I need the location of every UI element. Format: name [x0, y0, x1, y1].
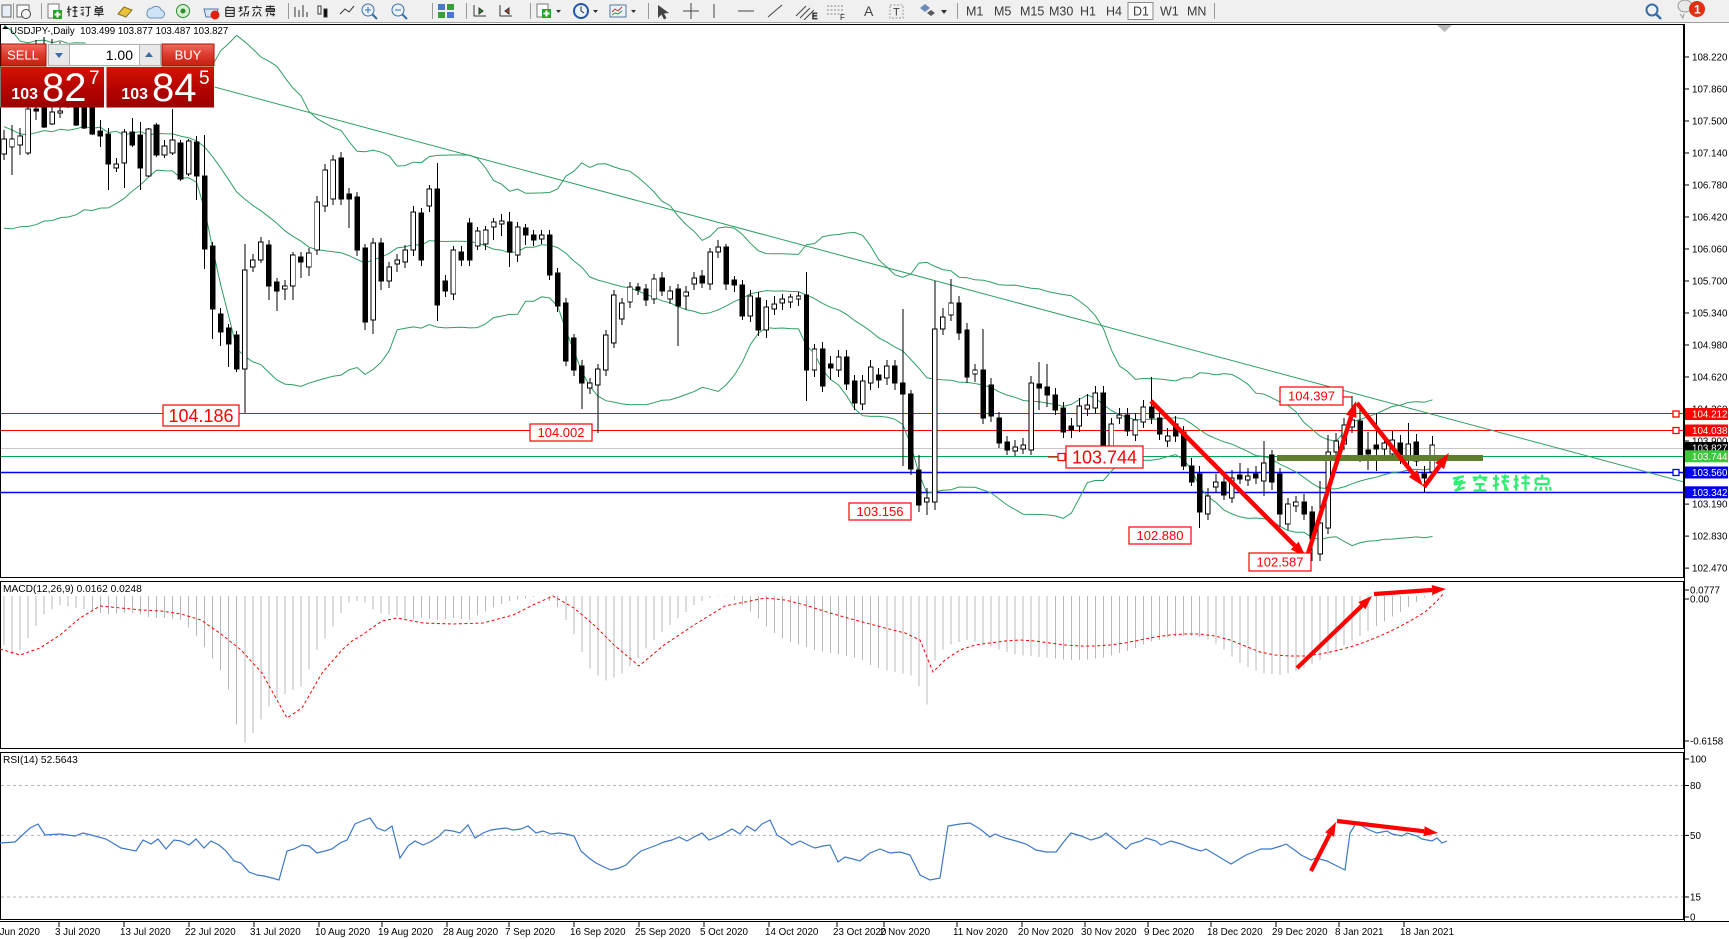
svg-text:M15: M15 — [1020, 5, 1044, 19]
svg-text:T: T — [893, 7, 900, 19]
svg-text:2 Nov 2020: 2 Nov 2020 — [880, 927, 931, 938]
svg-text:106.420: 106.420 — [1692, 213, 1728, 224]
svg-text:MN: MN — [1187, 5, 1206, 19]
svg-text:103: 103 — [11, 86, 38, 103]
svg-text:103.190: 103.190 — [1692, 500, 1728, 511]
svg-text:104.620: 104.620 — [1692, 373, 1728, 384]
svg-text:103.827: 103.827 — [1692, 444, 1727, 455]
svg-text:M5: M5 — [994, 5, 1011, 19]
svg-text:0.0777: 0.0777 — [1690, 586, 1720, 597]
svg-text:102.830: 102.830 — [1692, 532, 1728, 543]
svg-text:E: E — [812, 12, 817, 21]
svg-text:50: 50 — [1690, 831, 1701, 842]
svg-text:7 Sep 2020: 7 Sep 2020 — [505, 927, 556, 938]
svg-text:104.212: 104.212 — [1692, 410, 1727, 421]
svg-text:30 Nov 2020: 30 Nov 2020 — [1081, 927, 1137, 938]
svg-text:11 Nov 2020: 11 Nov 2020 — [953, 927, 1008, 938]
svg-text:D1: D1 — [1133, 5, 1149, 19]
svg-text:29 Dec 2020: 29 Dec 2020 — [1272, 927, 1328, 938]
svg-text:H4: H4 — [1106, 5, 1122, 19]
svg-text:7: 7 — [89, 68, 100, 89]
svg-text:107.500: 107.500 — [1692, 117, 1728, 128]
svg-text:103.560: 103.560 — [1692, 468, 1728, 479]
svg-text:-0.6158: -0.6158 — [1690, 737, 1724, 748]
svg-text:18 Jan 2021: 18 Jan 2021 — [1400, 927, 1454, 938]
svg-text:9 Dec 2020: 9 Dec 2020 — [1144, 927, 1195, 938]
svg-text:13 Jul 2020: 13 Jul 2020 — [120, 927, 171, 938]
svg-text:31 Jul 2020: 31 Jul 2020 — [250, 927, 301, 938]
svg-text:16 Sep 2020: 16 Sep 2020 — [570, 927, 626, 938]
svg-text:22 Jul 2020: 22 Jul 2020 — [185, 927, 236, 938]
svg-text:102.470: 102.470 — [1692, 564, 1728, 575]
svg-text:102.587: 102.587 — [1257, 555, 1304, 570]
svg-text:104.186: 104.186 — [168, 406, 233, 426]
svg-text:106.060: 106.060 — [1692, 245, 1728, 256]
svg-text:19 Aug 2020: 19 Aug 2020 — [378, 927, 434, 938]
svg-text:104.980: 104.980 — [1692, 341, 1728, 352]
svg-text:5: 5 — [199, 68, 210, 89]
svg-text:23 Oct 2020: 23 Oct 2020 — [833, 927, 887, 938]
svg-text:102.880: 102.880 — [1137, 528, 1184, 543]
svg-text:82: 82 — [42, 66, 87, 110]
svg-text:1.00: 1.00 — [106, 47, 133, 63]
svg-text:84: 84 — [152, 66, 197, 110]
svg-text:107.860: 107.860 — [1692, 85, 1728, 96]
svg-text:1: 1 — [1694, 3, 1701, 17]
svg-text:15: 15 — [1690, 893, 1701, 904]
svg-text:104.038: 104.038 — [1692, 426, 1728, 437]
svg-text:0.00: 0.00 — [1690, 595, 1710, 606]
svg-text:14 Oct 2020: 14 Oct 2020 — [765, 927, 819, 938]
svg-text:103.744: 103.744 — [1692, 452, 1728, 463]
svg-text:5 Oct 2020: 5 Oct 2020 — [700, 927, 748, 938]
svg-text:106.780: 106.780 — [1692, 181, 1728, 192]
svg-text:18 Dec 2020: 18 Dec 2020 — [1207, 927, 1263, 938]
svg-text:SELL: SELL — [7, 48, 39, 63]
svg-text:8 Jan 2021: 8 Jan 2021 — [1335, 927, 1383, 938]
svg-text:104.002: 104.002 — [538, 425, 585, 440]
svg-text:103: 103 — [121, 86, 148, 103]
svg-text:0: 0 — [1690, 913, 1696, 924]
svg-text:25 Sep 2020: 25 Sep 2020 — [635, 927, 691, 938]
svg-text:H1: H1 — [1080, 5, 1096, 19]
svg-text:MACD(12,26,9) 0.0162 0.0248: MACD(12,26,9) 0.0162 0.0248 — [3, 584, 142, 595]
svg-text:20 Nov 2020: 20 Nov 2020 — [1018, 927, 1074, 938]
svg-text:100: 100 — [1690, 755, 1707, 766]
svg-text:103.342: 103.342 — [1692, 488, 1727, 499]
svg-text:28 Aug 2020: 28 Aug 2020 — [443, 927, 499, 938]
svg-text:24 Jun 2020: 24 Jun 2020 — [0, 927, 40, 938]
svg-text:USDJPY-,Daily 103.499 103.877: USDJPY-,Daily 103.499 103.877 103.487 10… — [10, 26, 228, 37]
svg-text:104.397: 104.397 — [1288, 389, 1335, 404]
svg-text:103.156: 103.156 — [857, 504, 904, 519]
svg-text:RSI(14) 52.5643: RSI(14) 52.5643 — [3, 755, 78, 766]
svg-text:3 Jul 2020: 3 Jul 2020 — [55, 927, 101, 938]
svg-text:107.140: 107.140 — [1692, 149, 1728, 160]
svg-text:M30: M30 — [1049, 5, 1073, 19]
svg-text:W1: W1 — [1160, 5, 1179, 19]
svg-text:M1: M1 — [966, 5, 983, 19]
svg-text:105.340: 105.340 — [1692, 309, 1728, 320]
svg-text:80: 80 — [1690, 781, 1701, 792]
svg-text:BUY: BUY — [175, 48, 202, 63]
svg-text:10 Aug 2020: 10 Aug 2020 — [315, 927, 371, 938]
svg-text:108.220: 108.220 — [1692, 53, 1728, 64]
svg-text:A: A — [864, 3, 874, 19]
svg-text:103.744: 103.744 — [1072, 448, 1137, 468]
svg-text:105.700: 105.700 — [1692, 277, 1728, 288]
svg-text:F: F — [840, 13, 845, 22]
